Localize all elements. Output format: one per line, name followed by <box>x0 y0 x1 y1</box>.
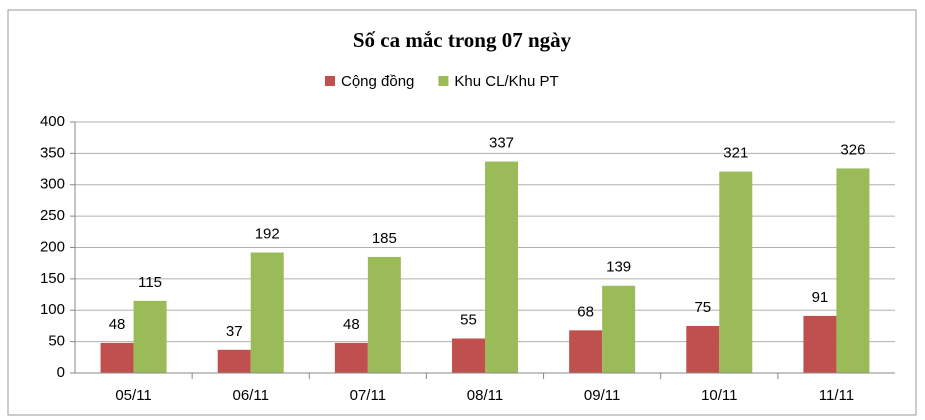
bar <box>334 342 368 373</box>
data-label: 337 <box>489 135 514 152</box>
legend-swatch <box>325 76 335 86</box>
data-label: 192 <box>255 225 280 242</box>
data-label: 326 <box>840 141 865 158</box>
bar <box>367 256 401 373</box>
data-label: 139 <box>606 259 631 276</box>
bar <box>217 349 251 373</box>
y-tick-label: 200 <box>40 238 65 255</box>
y-tick-label: 350 <box>40 144 65 161</box>
x-tick-label: 05/11 <box>115 387 151 404</box>
y-tick-label: 300 <box>40 176 65 193</box>
data-label: 37 <box>226 323 243 340</box>
data-label: 48 <box>109 316 126 333</box>
x-tick-label: 11/11 <box>819 387 854 404</box>
y-tick-label: 250 <box>40 207 65 224</box>
x-tick-label: 07/11 <box>350 387 386 404</box>
bar <box>485 161 518 373</box>
x-tick-label: 09/11 <box>584 387 620 404</box>
data-label: 55 <box>460 311 477 328</box>
x-tick-label: 10/11 <box>701 387 737 404</box>
bar <box>100 342 134 373</box>
y-tick-label: 150 <box>40 270 65 287</box>
data-label: 185 <box>372 230 397 247</box>
y-tick-label: 50 <box>48 333 65 350</box>
data-label: 68 <box>577 303 594 320</box>
chart-title: Số ca mắc trong 07 ngày <box>353 28 572 52</box>
data-label: 91 <box>812 289 829 306</box>
bar <box>836 168 870 373</box>
legend-label: Cộng đồng <box>341 73 414 90</box>
y-tick-label: 0 <box>57 364 65 381</box>
legend-label: Khu CL/Khu PT <box>454 73 558 90</box>
bar <box>133 300 167 373</box>
x-tick-label: 06/11 <box>232 387 268 404</box>
bar <box>719 171 753 373</box>
bar <box>250 252 284 373</box>
bar <box>686 325 720 373</box>
bar <box>569 330 603 373</box>
data-label: 48 <box>343 316 360 333</box>
bar <box>452 338 485 373</box>
bar <box>602 285 636 373</box>
x-tick-label: 08/11 <box>467 387 503 404</box>
data-label: 115 <box>138 274 162 291</box>
bar <box>803 315 837 373</box>
y-tick-label: 400 <box>40 113 65 130</box>
legend-swatch <box>438 76 449 86</box>
data-label: 75 <box>694 299 711 316</box>
data-label: 321 <box>723 145 748 162</box>
y-tick-label: 100 <box>40 301 65 318</box>
